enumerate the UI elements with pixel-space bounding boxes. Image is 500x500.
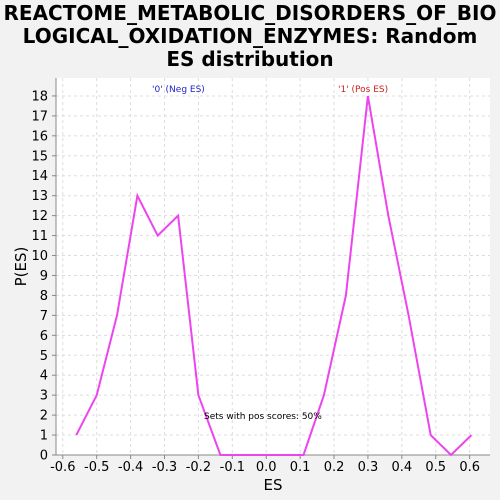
x-tick-label: 0.4 <box>392 460 413 475</box>
x-tick-label: -0.4 <box>118 460 143 475</box>
neg-es-label: '0' (Neg ES) <box>152 85 205 95</box>
y-tick-label: 15 <box>31 149 48 164</box>
title-line-3: ES distribution <box>166 47 334 71</box>
y-tick-label: 3 <box>40 389 48 404</box>
y-tick-label: 1 <box>40 429 48 444</box>
y-tick-label: 14 <box>31 169 48 184</box>
y-axis-label: P(ES) <box>12 247 30 287</box>
x-tick-label: -0.1 <box>220 460 245 475</box>
y-tick-label: 8 <box>40 289 48 304</box>
chart-title: REACTOME_METABOLIC_DISORDERS_OF_BIO LOGI… <box>0 2 500 71</box>
y-tick-label: 9 <box>40 269 48 284</box>
y-tick-label: 13 <box>31 189 48 204</box>
series-line <box>75 95 473 457</box>
y-tick-label: 16 <box>31 129 48 144</box>
x-tick-label: 0.5 <box>425 460 446 475</box>
x-tick-label: -0.2 <box>186 460 211 475</box>
x-tick-label: 0.1 <box>290 460 311 475</box>
grid-lines <box>56 78 490 456</box>
x-tick-label: 0.6 <box>459 460 480 475</box>
y-tick-label: 7 <box>40 309 48 324</box>
x-tick-label: -0.5 <box>84 460 109 475</box>
x-tick-label: 0.2 <box>324 460 345 475</box>
x-tick-label: -0.3 <box>152 460 177 475</box>
y-tick-label: 5 <box>40 349 48 364</box>
y-tick-label: 6 <box>40 329 48 344</box>
x-tick-label: -0.6 <box>50 460 75 475</box>
pos-es-label: '1' (Pos ES) <box>338 85 388 95</box>
y-tick-label: 2 <box>40 409 48 424</box>
x-tick-label: 0.0 <box>256 460 277 475</box>
y-tick-label: 0 <box>40 449 48 464</box>
y-tick-label: 10 <box>31 249 48 264</box>
title-line-2: LOGICAL_OXIDATION_ENZYMES: Random <box>22 24 478 48</box>
plot-area <box>56 78 490 455</box>
pos-scores-annotation: Sets with pos scores: 50% <box>204 412 322 422</box>
y-tick-label: 11 <box>31 229 48 244</box>
x-tick-label: 0.3 <box>358 460 379 475</box>
title-line-1: REACTOME_METABOLIC_DISORDERS_OF_BIO <box>3 1 497 25</box>
x-axis-label: ES <box>264 476 283 494</box>
y-tick-label: 17 <box>31 109 48 124</box>
y-tick-label: 12 <box>31 209 48 224</box>
y-tick-label: 4 <box>40 369 48 384</box>
y-tick-label: 18 <box>31 89 48 104</box>
